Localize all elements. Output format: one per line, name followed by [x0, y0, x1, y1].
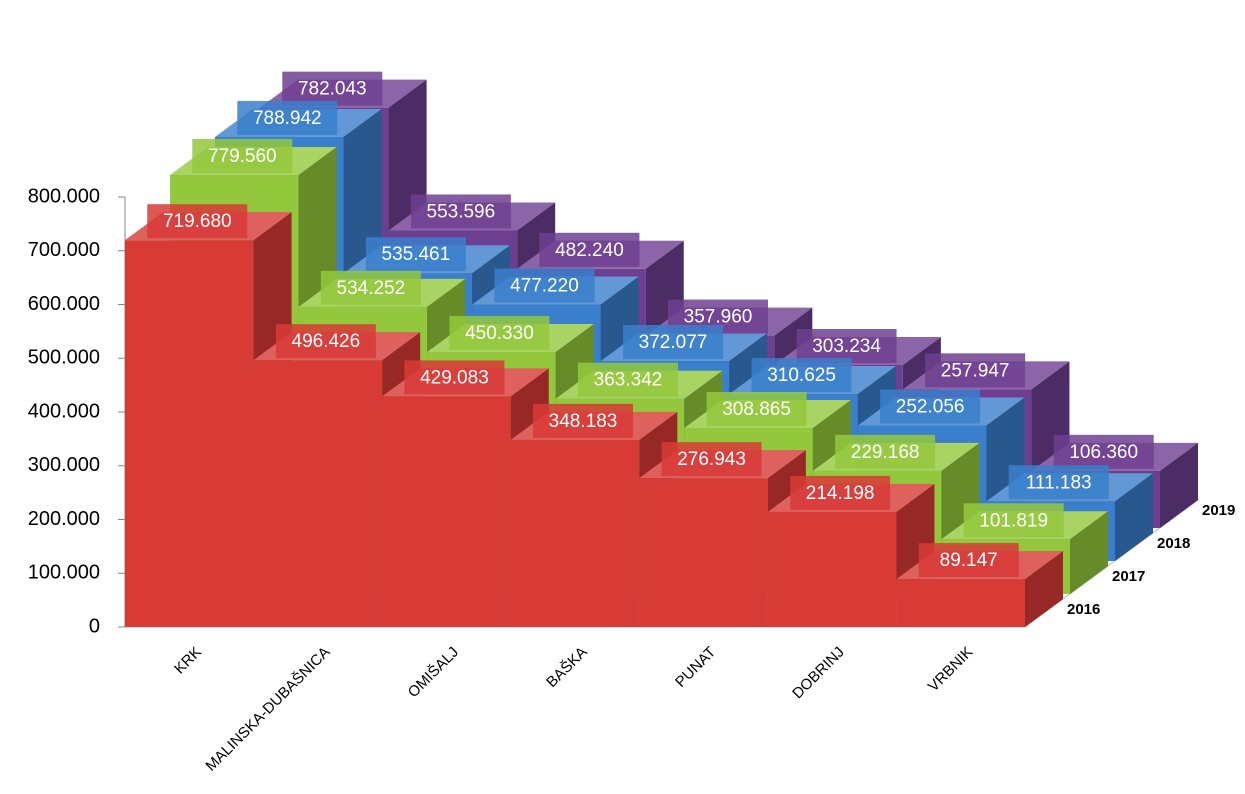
series-label: 2017: [1112, 568, 1145, 585]
y-tick-label: 100.000: [28, 562, 100, 584]
bar-front: [382, 396, 511, 627]
bar-front: [767, 511, 897, 627]
value-label-box: [275, 324, 376, 359]
value-label: 496.426: [292, 331, 361, 352]
value-label-box: [751, 358, 852, 393]
x-tick-label: KRK: [171, 644, 205, 678]
bar-side-shade: [1025, 551, 1063, 627]
y-tick-label: 400.000: [28, 400, 100, 422]
y-tick-label: 600.000: [28, 293, 100, 315]
bar-front: [253, 360, 383, 627]
value-label-box: [494, 268, 595, 303]
series-label: 2018: [1157, 535, 1190, 552]
value-label: 348.183: [549, 411, 618, 432]
x-tick-label: BAŠKA: [543, 644, 590, 691]
value-label-box: [365, 237, 466, 272]
series-label: 2019: [1202, 502, 1235, 519]
value-label-box: [539, 232, 640, 267]
bar-front: [125, 240, 254, 627]
value-label: 719.680: [163, 211, 232, 232]
x-tick-label: VRBNIK: [925, 644, 977, 696]
value-label-box: [918, 543, 1019, 578]
bar-side: [1025, 551, 1063, 627]
value-label-box: [320, 270, 421, 305]
value-label-box: [410, 194, 511, 229]
value-label: 106.360: [1069, 442, 1138, 463]
value-label-box: [661, 442, 762, 477]
value-label: 782.043: [298, 79, 367, 100]
bar-side-shade: [1160, 442, 1198, 528]
value-label-box: [835, 434, 936, 469]
value-label: 101.819: [979, 510, 1048, 531]
bar-front: [510, 439, 640, 627]
value-label-box: [147, 204, 248, 239]
value-label: 534.252: [337, 278, 406, 299]
bar-side: [1070, 511, 1108, 594]
value-label-box: [1008, 465, 1109, 500]
y-tick-label: 500.000: [28, 347, 100, 369]
value-label-box: [880, 389, 981, 424]
y-tick-label: 800.000: [28, 185, 100, 207]
value-label-box: [623, 325, 723, 360]
series-label: 2016: [1067, 601, 1100, 618]
bar-side-shade: [1115, 473, 1153, 561]
value-label: 308.865: [722, 399, 791, 420]
x-tick-label: DOBRINJ: [789, 644, 848, 703]
value-label-box: [578, 362, 678, 397]
value-label: 372.077: [639, 332, 708, 353]
value-label-box: [925, 353, 1026, 388]
value-label: 89.147: [940, 550, 998, 571]
bar-front: [896, 579, 1025, 627]
value-label-box: [706, 391, 807, 426]
value-label-box: [192, 138, 293, 173]
y-tick-label: 0: [89, 615, 100, 637]
value-label-box: [963, 503, 1064, 538]
value-label: 357.960: [684, 307, 753, 328]
bar-side: [1115, 473, 1153, 561]
value-label: 257.947: [941, 360, 1010, 381]
bar-front: [639, 478, 768, 627]
value-label-box: [796, 329, 897, 364]
value-label: 779.560: [208, 146, 277, 167]
value-label-box: [237, 100, 338, 135]
value-label: 303.234: [812, 336, 881, 357]
bar-side-shade: [1070, 511, 1108, 594]
value-label: 477.220: [510, 276, 579, 297]
value-label-box: [1053, 434, 1154, 469]
value-label-box: [790, 475, 891, 510]
value-label: 214.198: [806, 483, 875, 504]
y-tick-label: 200.000: [28, 508, 100, 530]
x-tick-label: MALINSKA-DUBAŠNICA: [202, 644, 333, 775]
value-label: 111.183: [1026, 472, 1092, 493]
y-tick-label: 300.000: [28, 454, 100, 476]
value-label: 363.342: [594, 370, 663, 391]
y-tick-label: 700.000: [28, 239, 100, 261]
x-tick-label: OMIŠALJ: [405, 644, 462, 701]
value-label-box: [449, 315, 550, 350]
value-label: 429.083: [420, 367, 489, 388]
value-label: 252.056: [896, 397, 965, 418]
value-label: 553.596: [427, 201, 496, 222]
value-label: 535.461: [382, 244, 451, 265]
x-tick-label: PUNAT: [672, 644, 719, 691]
bar-side: [1160, 442, 1198, 528]
value-label: 482.240: [555, 240, 624, 261]
value-label: 229.168: [851, 442, 920, 463]
value-label: 310.625: [767, 365, 836, 386]
value-label-box: [533, 403, 633, 438]
value-label: 276.943: [677, 449, 746, 470]
value-label: 788.942: [253, 108, 322, 129]
value-label-box: [282, 71, 383, 106]
value-label: 450.330: [465, 323, 534, 344]
value-label-box: [404, 360, 505, 395]
